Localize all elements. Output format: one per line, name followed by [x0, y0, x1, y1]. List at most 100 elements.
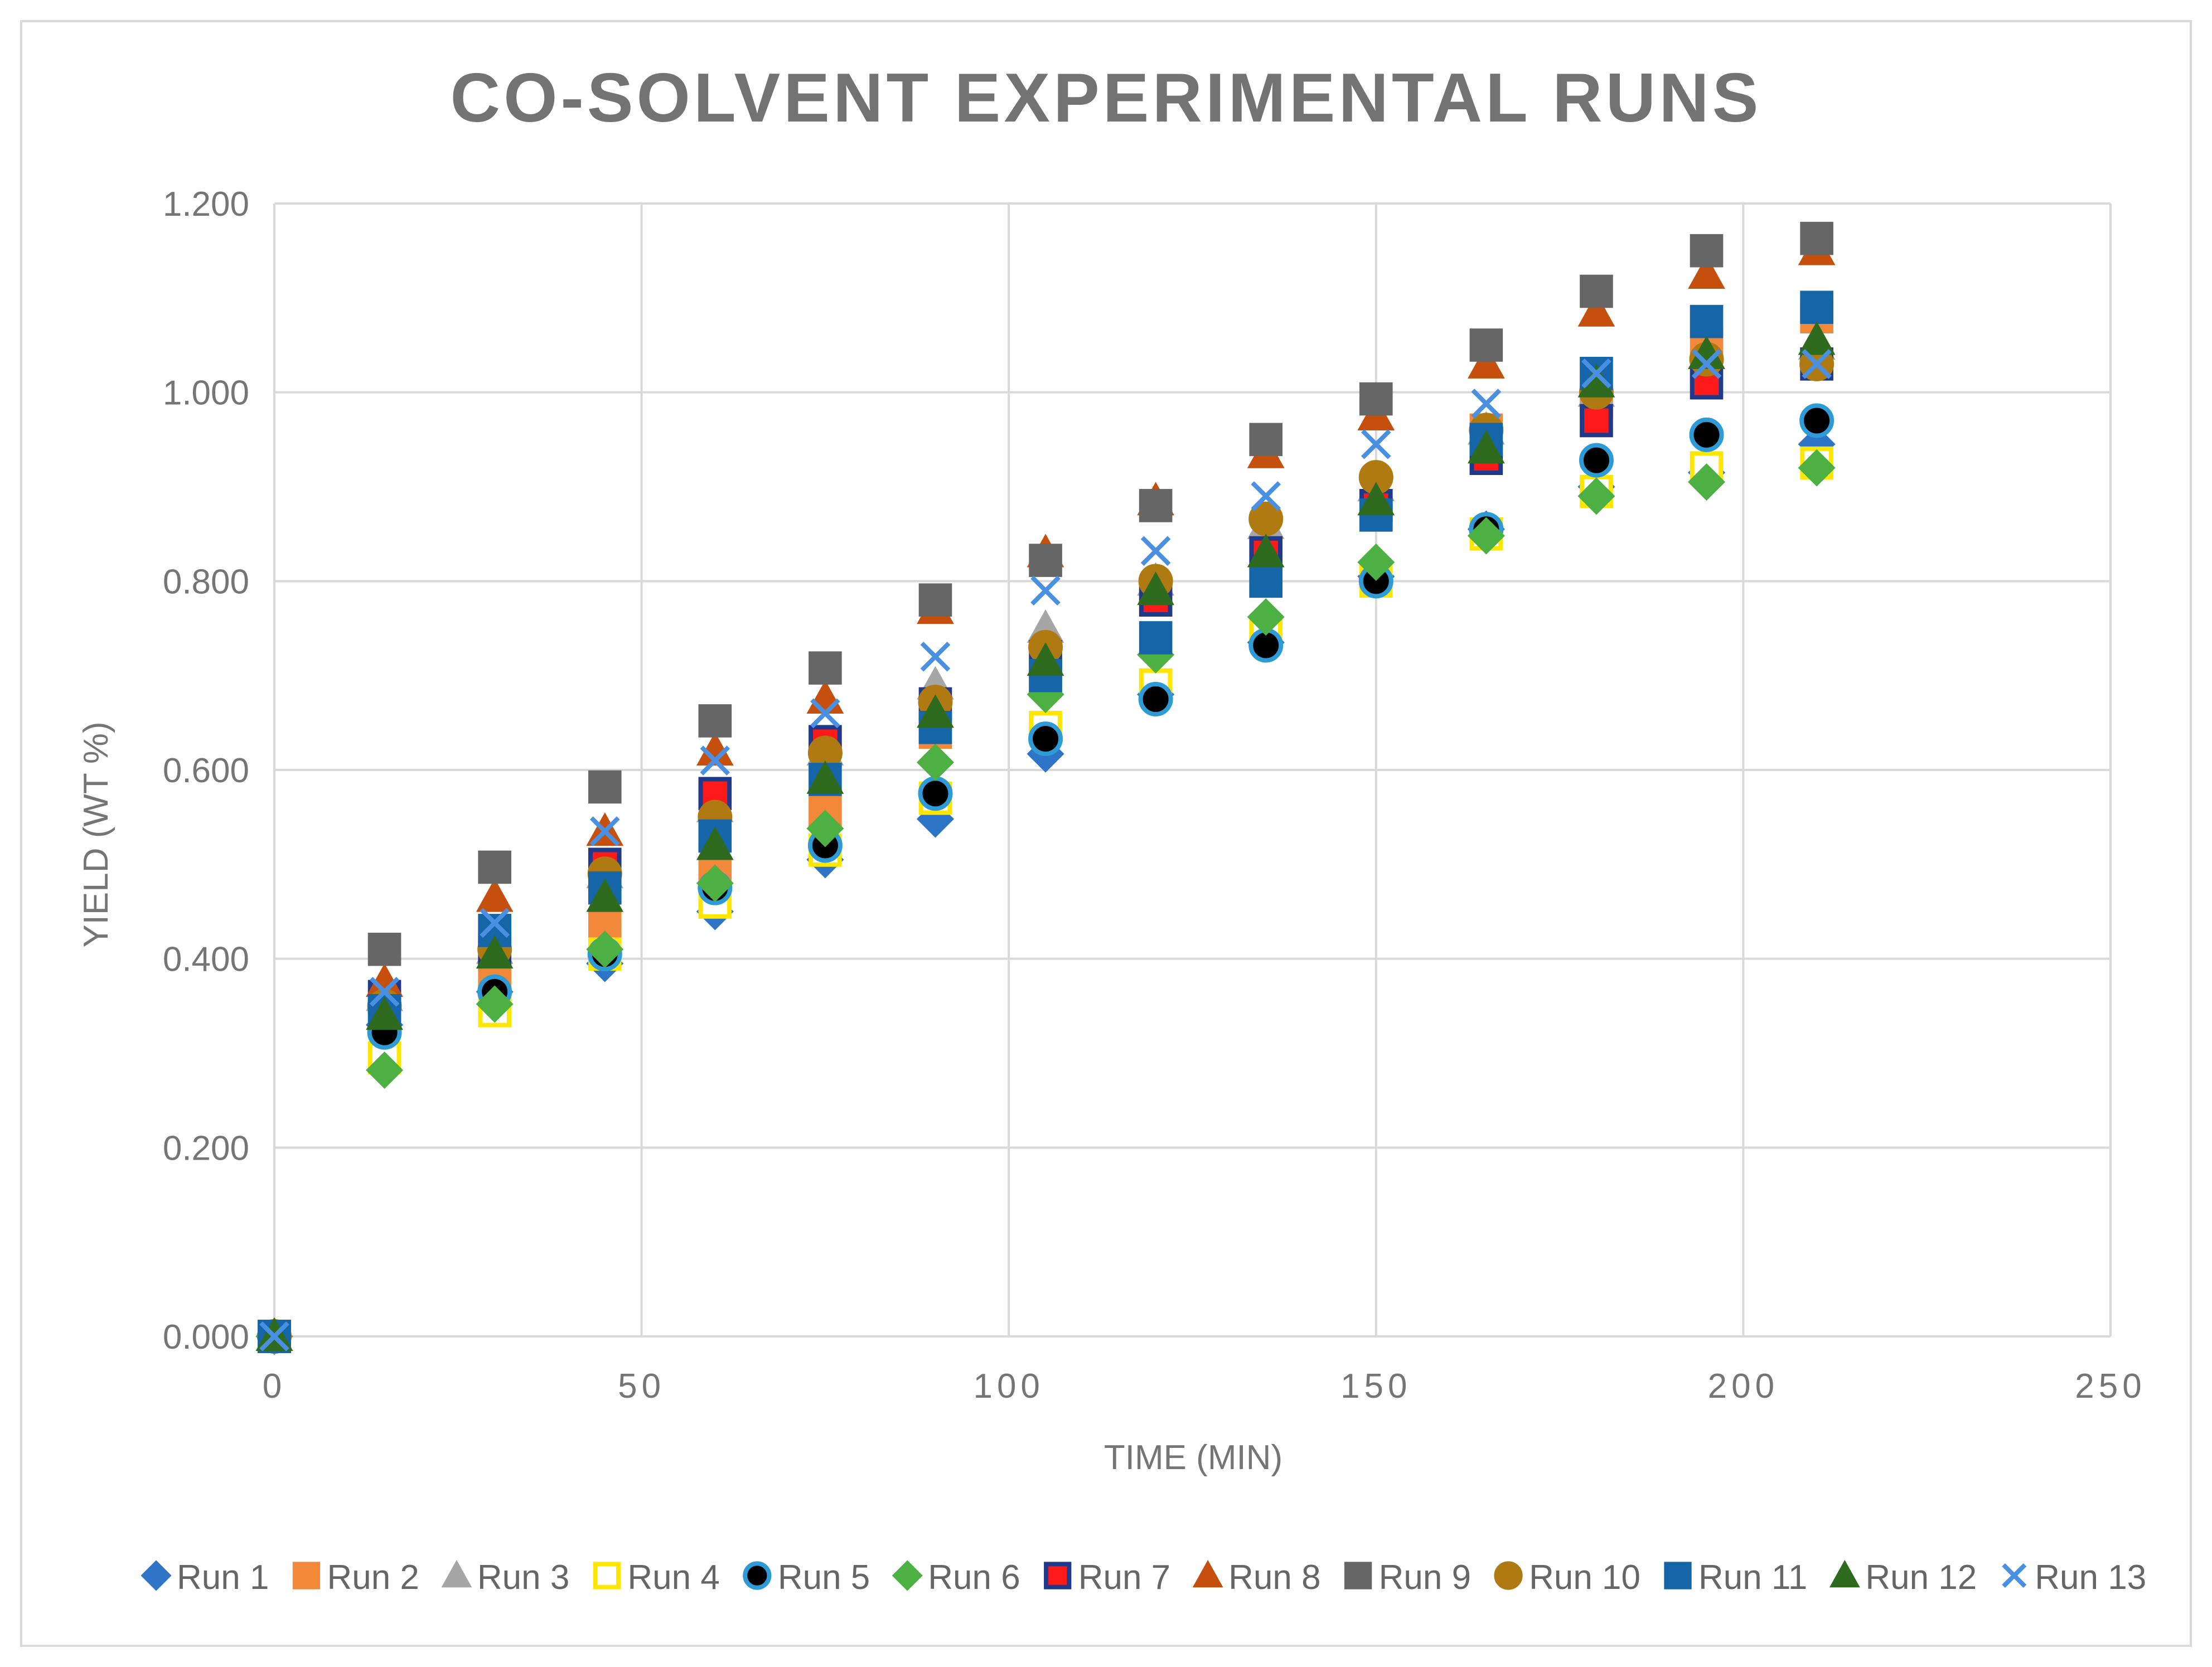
y-tick-label: 0.200	[163, 1129, 249, 1167]
legend-marker	[1344, 1562, 1372, 1590]
data-point	[1690, 234, 1724, 268]
legend-label: Run 4	[627, 1558, 719, 1597]
x-axis-title: TIME (MIN)	[1104, 1438, 1282, 1477]
gridlines	[273, 202, 2112, 1338]
data-point	[1577, 293, 1615, 327]
data-point	[1139, 621, 1173, 655]
data-point	[1467, 517, 1505, 555]
legend-marker	[1192, 1559, 1223, 1588]
data-point	[916, 743, 955, 781]
legend-marker	[1494, 1561, 1523, 1590]
data-point	[810, 698, 840, 729]
chart-title: CO-SOLVENT EXPERIMENTAL RUNS	[450, 60, 1762, 137]
legend-item: Run 5	[743, 1558, 870, 1597]
legend-label: Run 10	[1529, 1558, 1640, 1597]
data-point	[476, 878, 514, 912]
x-tick-label: 100	[973, 1367, 1044, 1406]
legend: Run 1 Run 2 Run 3 Run 4 Run 5 Run 6 Run 7 Run 8…	[141, 1558, 2146, 1597]
data-point	[259, 1321, 289, 1351]
legend-item: Run 8	[1192, 1558, 1321, 1597]
legend-item: Run 4	[593, 1558, 720, 1597]
legend-item: Run 9	[1344, 1558, 1471, 1597]
data-point	[1691, 349, 1722, 379]
legend-label: Run 1	[177, 1558, 269, 1597]
data-point	[1799, 403, 1835, 438]
data-point	[1469, 328, 1503, 362]
legend-label: Run 8	[1228, 1558, 1320, 1597]
legend-item: Run 1	[141, 1558, 269, 1597]
legend-item: Run 2	[292, 1558, 419, 1597]
x-tick-label: 50	[618, 1367, 665, 1406]
data-point	[918, 776, 953, 811]
data-point	[589, 816, 620, 846]
data-point	[917, 694, 954, 728]
legend-marker	[141, 1560, 172, 1591]
x-tick-label: 0	[263, 1367, 286, 1406]
data-point	[1581, 358, 1611, 389]
legend-label: Run 11	[1698, 1558, 1807, 1597]
legend-label: Run 13	[2035, 1558, 2146, 1597]
legend-marker	[1829, 1559, 1860, 1588]
legend-label: Run 12	[1865, 1558, 1977, 1597]
series-run-6	[255, 449, 1836, 1355]
data-point	[1359, 382, 1393, 416]
data-point	[1467, 430, 1505, 464]
data-point	[806, 810, 844, 847]
legend-label: Run 6	[928, 1558, 1020, 1597]
data-point	[1580, 274, 1613, 308]
legend-label: Run 9	[1379, 1558, 1471, 1597]
data-point	[1137, 571, 1175, 605]
data-point	[696, 864, 734, 902]
data-point	[1028, 721, 1063, 757]
y-tick-label: 0.400	[163, 941, 249, 979]
data-point	[1467, 345, 1505, 379]
data-point	[1690, 304, 1724, 338]
data-point	[480, 908, 510, 938]
y-axis-title: YIELD (WT %)	[77, 721, 115, 947]
legend-item: Run 10	[1494, 1558, 1640, 1597]
data-point	[1800, 290, 1833, 324]
legend-item: Run 13	[2002, 1558, 2146, 1597]
data-point	[1798, 321, 1836, 355]
data-point	[1247, 598, 1285, 636]
series-run-12	[255, 321, 1836, 1351]
data-point	[1798, 449, 1836, 487]
legend-marker	[593, 1562, 621, 1590]
data-point	[1251, 481, 1281, 511]
data-point	[588, 770, 622, 804]
data-point	[367, 932, 401, 966]
data-point	[1357, 482, 1395, 516]
legend-item: Run 11	[1664, 1558, 1807, 1597]
legend-marker	[292, 1562, 321, 1590]
data-point	[369, 977, 400, 1007]
data-point	[1247, 534, 1285, 568]
data-point	[1249, 564, 1283, 598]
data-point	[366, 996, 403, 1030]
data-point	[700, 745, 730, 776]
legend-marker	[1664, 1562, 1692, 1590]
data-point	[1688, 255, 1725, 289]
legend-marker	[441, 1559, 472, 1588]
data-point	[1577, 477, 1615, 515]
y-tick-label: 1.200	[163, 185, 249, 224]
data-point	[1688, 463, 1726, 501]
data-point	[698, 704, 732, 738]
data-point	[1140, 536, 1171, 566]
x-axis-ticks: 0 50 100 150 200 250	[263, 1367, 2142, 1406]
legend-label: Run 2	[327, 1558, 419, 1597]
data-point	[586, 878, 624, 912]
y-tick-label: 0.800	[163, 563, 249, 601]
legend-marker	[2002, 1563, 2027, 1588]
y-tick-label: 0.600	[163, 752, 249, 790]
legend-marker	[1044, 1562, 1072, 1590]
legend-label: Run 7	[1078, 1558, 1170, 1597]
y-axis-ticks: 0.000 0.200 0.400 0.600 0.800 1.000 1.200	[163, 185, 249, 1356]
data-points	[255, 221, 1836, 1355]
data-point	[1029, 544, 1062, 577]
data-point	[478, 850, 511, 884]
data-point	[1138, 682, 1173, 716]
data-point	[476, 935, 514, 969]
data-point	[1361, 429, 1391, 459]
x-tick-label: 150	[1340, 1367, 1411, 1406]
